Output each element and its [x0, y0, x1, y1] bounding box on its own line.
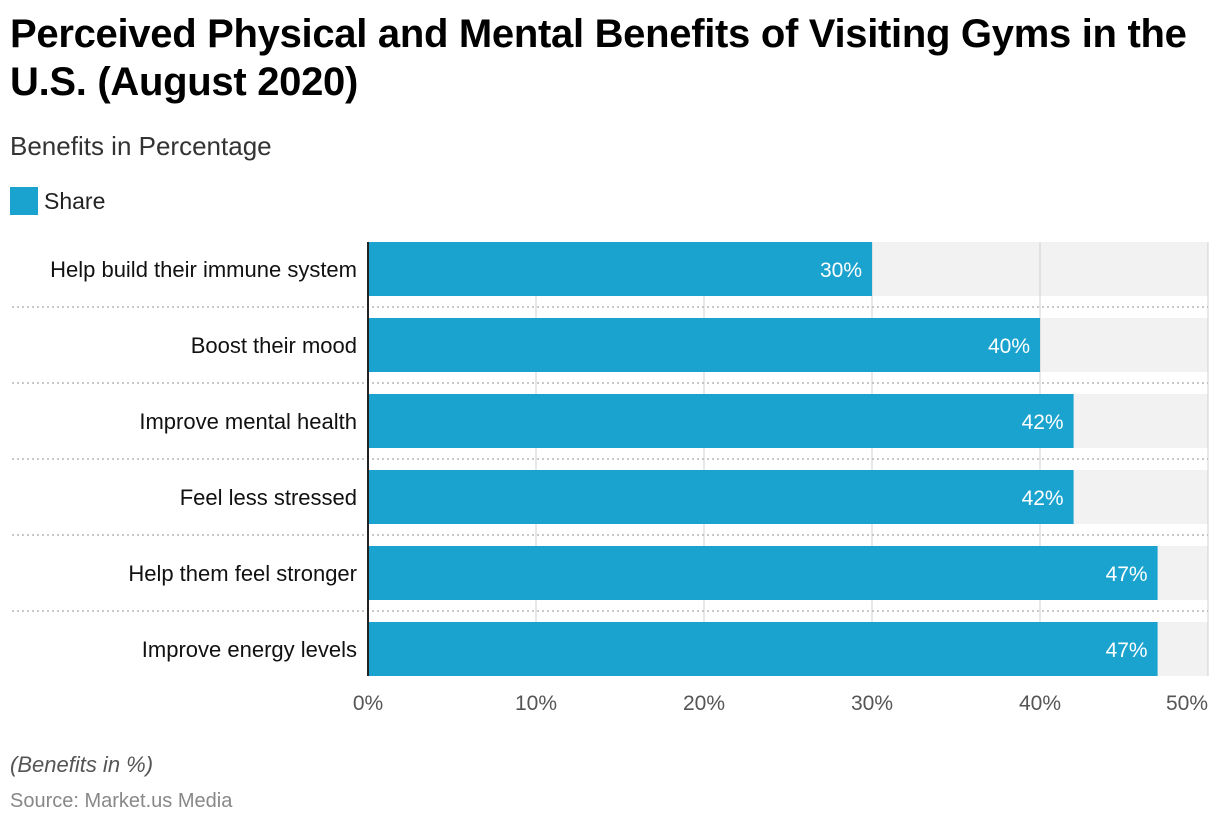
chart-subtitle: Benefits in Percentage: [10, 131, 272, 161]
source-credit: Source: Market.us Media: [10, 790, 233, 812]
legend-label: Share: [44, 187, 106, 214]
data-label: 47%: [1106, 639, 1148, 662]
bar: [368, 394, 1074, 448]
data-label: 40%: [988, 335, 1030, 358]
data-label: 47%: [1106, 563, 1148, 586]
bar: [368, 546, 1158, 600]
data-label: 30%: [820, 259, 862, 282]
x-tick-label: 50%: [1166, 692, 1208, 715]
category-label: Improve mental health: [139, 409, 357, 434]
x-tick-label: 0%: [353, 692, 383, 715]
data-label: 42%: [1022, 487, 1064, 510]
category-label: Feel less stressed: [180, 485, 357, 510]
bar: [368, 622, 1158, 676]
chart-title: Perceived Physical and Mental Benefits o…: [10, 12, 1187, 104]
footnote: (Benefits in %): [10, 752, 154, 777]
x-tick-label: 10%: [515, 692, 557, 715]
category-label: Improve energy levels: [142, 637, 357, 662]
x-tick-label: 40%: [1019, 692, 1061, 715]
bar: [368, 242, 872, 296]
legend-swatch: [10, 187, 38, 215]
legend: Share: [10, 186, 105, 216]
category-label: Boost their mood: [191, 333, 357, 358]
category-label: Help build their immune system: [50, 257, 357, 282]
bar: [368, 318, 1040, 372]
data-label: 42%: [1022, 411, 1064, 434]
bar: [368, 470, 1074, 524]
bar-chart: 30% Help build their immune system 40% Boos…: [12, 242, 1209, 715]
x-tick-label: 20%: [683, 692, 725, 715]
category-label: Help them feel stronger: [128, 561, 357, 586]
x-tick-label: 30%: [851, 692, 893, 715]
